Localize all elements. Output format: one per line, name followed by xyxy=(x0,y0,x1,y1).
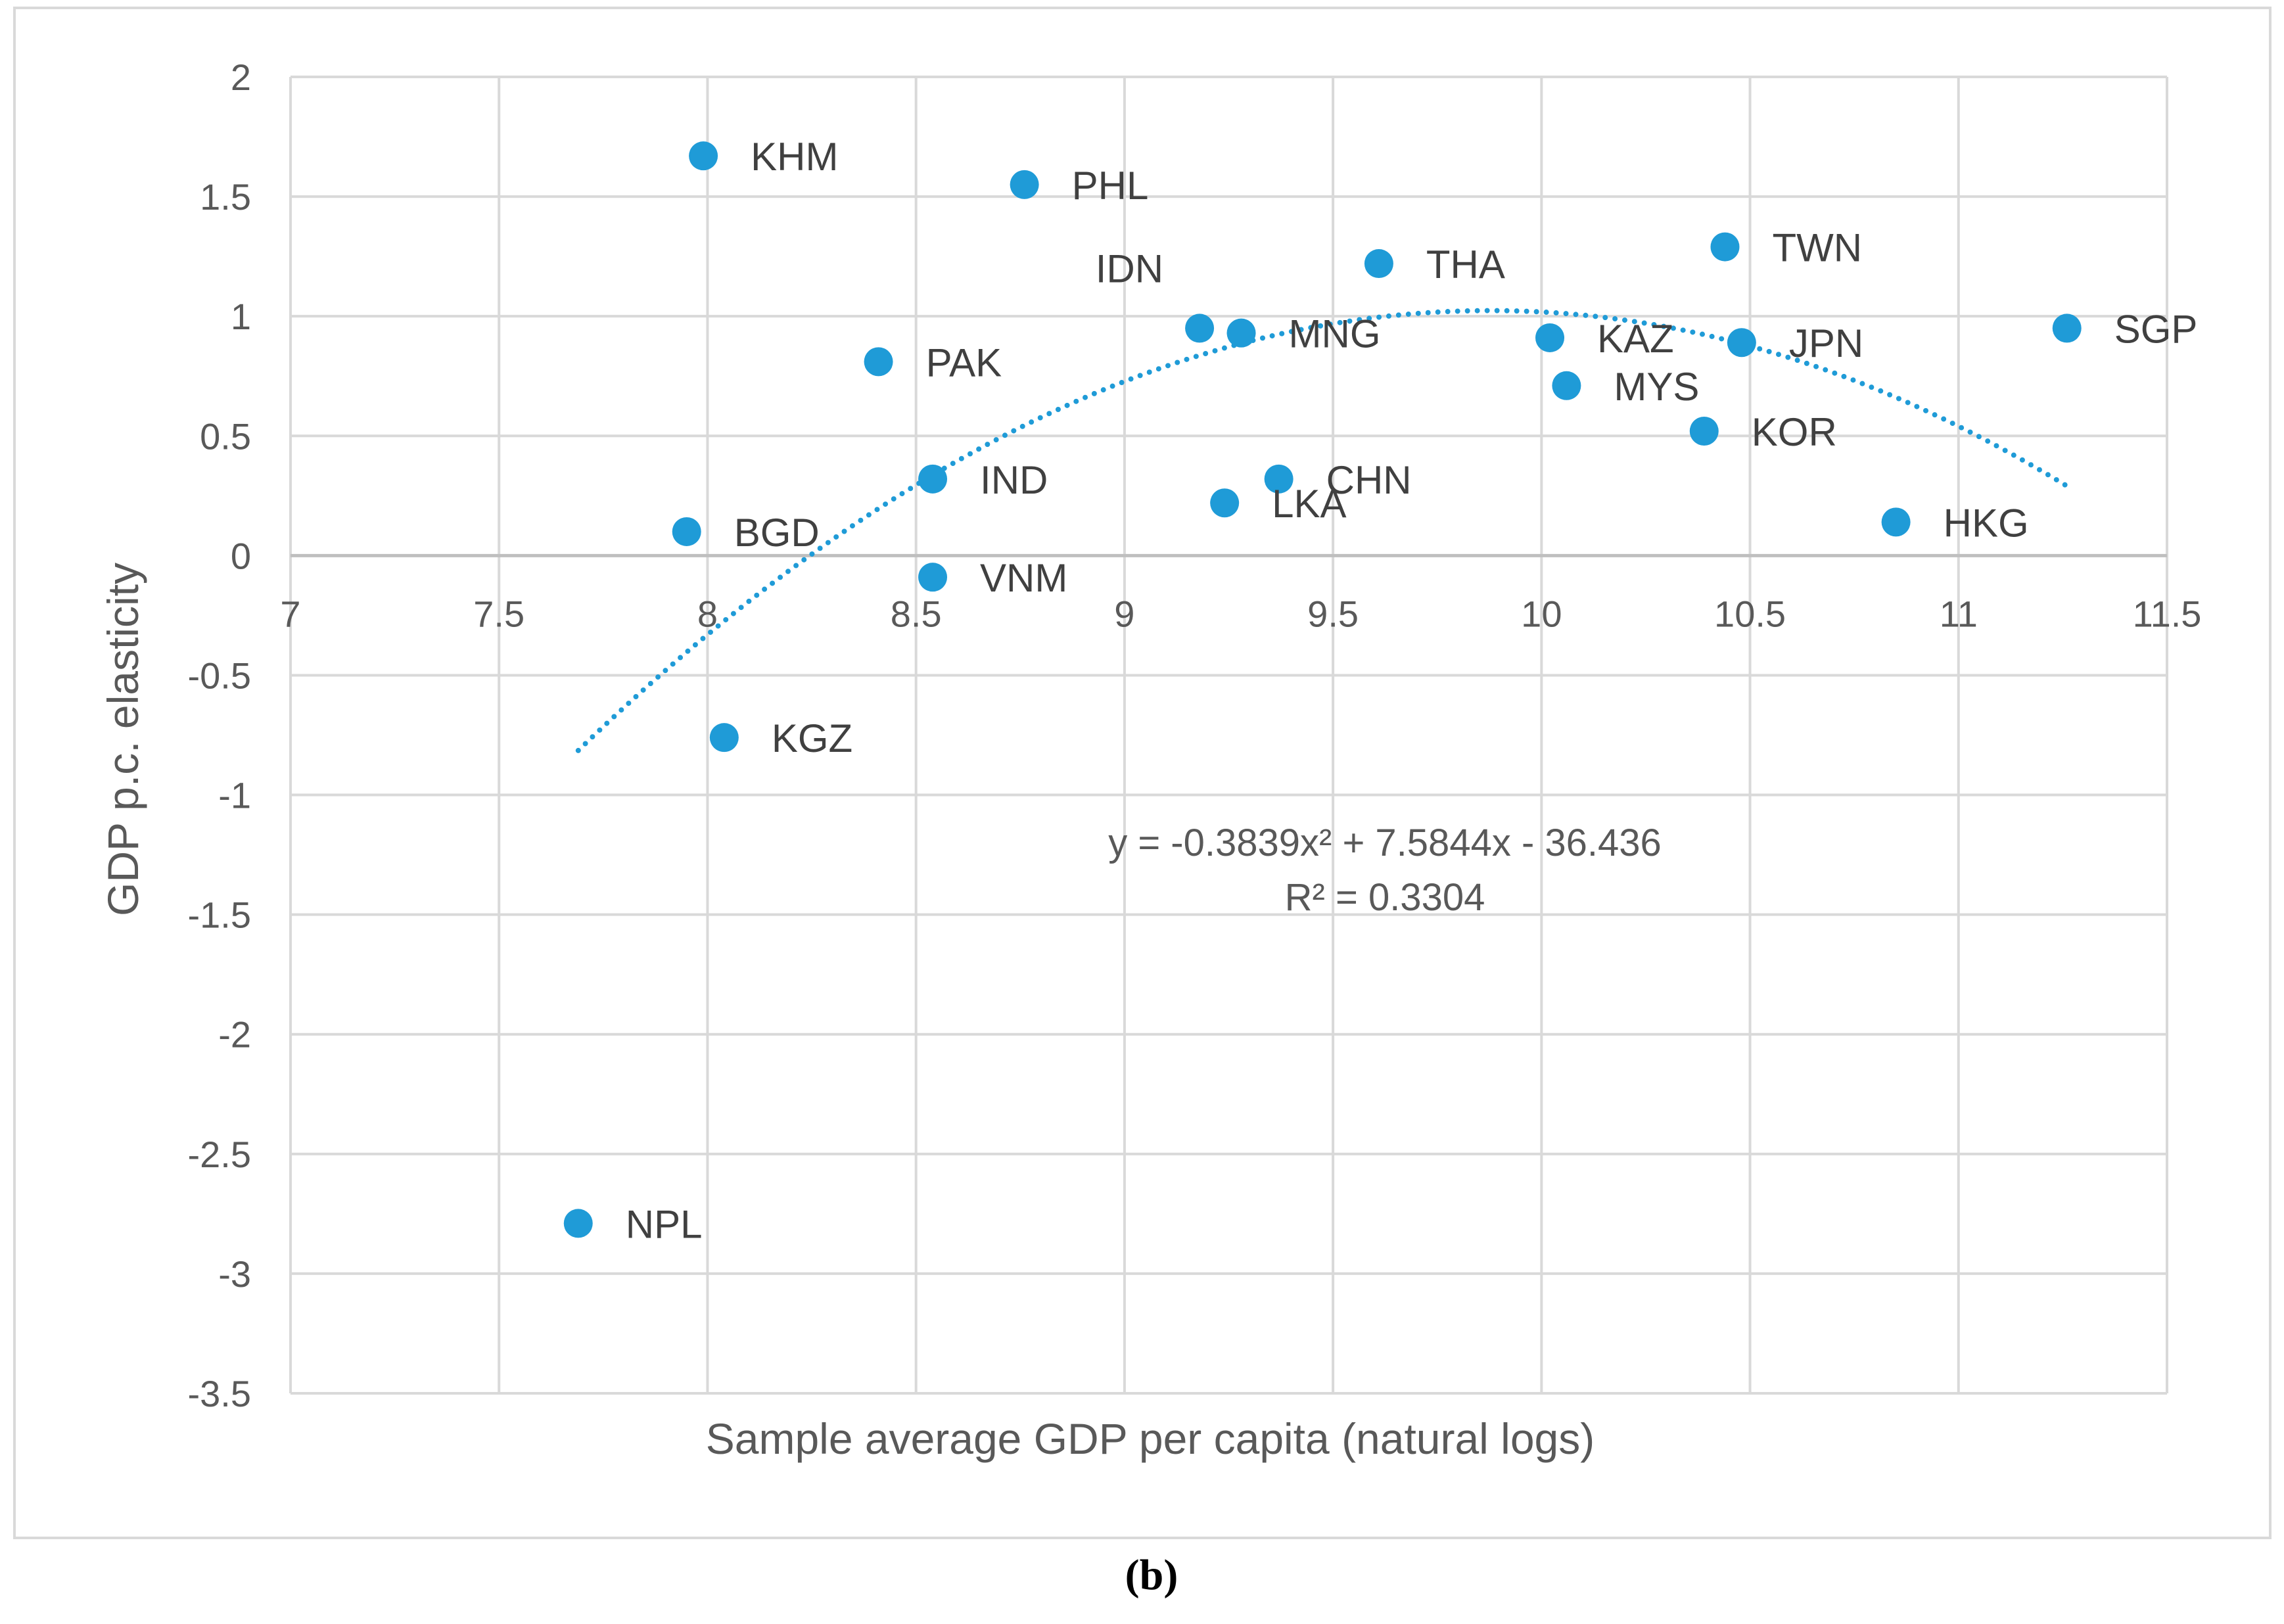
point-label-lka: LKA xyxy=(1272,482,1346,526)
x-tick-label: 11 xyxy=(1940,593,1978,634)
y-tick-label: 0 xyxy=(231,535,251,576)
data-point-lka xyxy=(1210,488,1240,518)
trendline-equation: y = -0.3839x² + 7.5844x - 36.436 xyxy=(1108,822,1662,864)
point-label-sgp: SGP xyxy=(2114,307,2198,351)
data-point-kgz xyxy=(709,723,739,753)
data-point-vnm xyxy=(918,563,948,592)
point-label-mys: MYS xyxy=(1614,365,1699,409)
data-point-khm xyxy=(689,141,718,171)
y-tick-label: -2.5 xyxy=(188,1134,252,1175)
point-label-kor: KOR xyxy=(1752,410,1837,454)
y-tick-label: -3 xyxy=(218,1253,251,1295)
point-labels: KHM PHL IDN THA TWN MNG KAZ JPN SGP PAK MYS KOR IND C… xyxy=(626,135,2198,1246)
figure-caption: (b) xyxy=(1125,1551,1178,1599)
trendline-r-squared: R² = 0.3304 xyxy=(1285,876,1485,919)
data-point-mys xyxy=(1552,371,1581,400)
point-label-idn: IDN xyxy=(1096,246,1163,290)
x-axis-ticks: 7 7.5 8 8.5 9 9.5 10 10.5 11 11.5 xyxy=(280,593,2201,634)
data-point-idn xyxy=(1185,313,1215,343)
gridlines xyxy=(289,76,2168,1395)
point-label-kgz: KGZ xyxy=(772,716,852,760)
data-point-sgp xyxy=(2052,313,2082,343)
data-point-kaz xyxy=(1535,323,1565,352)
point-label-ind: IND xyxy=(980,458,1048,502)
y-tick-label: 1 xyxy=(231,296,251,337)
y-tick-label: -3.5 xyxy=(188,1373,252,1414)
data-point-phl xyxy=(1010,170,1039,199)
y-axis-ticks: 2 1.5 1 0.5 0 -0.5 -1 -1.5 -2 -2.5 -3 -3.5 xyxy=(188,57,252,1414)
point-label-phl: PHL xyxy=(1072,164,1149,208)
chart-frame xyxy=(13,7,2272,1539)
point-label-chn: CHN xyxy=(1326,458,1412,502)
y-tick-label: 2 xyxy=(231,57,251,98)
point-label-npl: NPL xyxy=(626,1202,703,1246)
point-label-khm: KHM xyxy=(751,135,838,179)
data-point-kor xyxy=(1689,416,1719,446)
point-label-mng: MNG xyxy=(1289,312,1381,356)
data-point-ind xyxy=(918,464,948,494)
trendline-group xyxy=(575,308,2070,753)
y-tick-label: 0.5 xyxy=(200,415,251,457)
data-point-jpn xyxy=(1727,328,1756,358)
data-point-chn xyxy=(1264,464,1293,494)
x-tick-label: 10.5 xyxy=(1714,593,1786,634)
x-tick-label: 7.5 xyxy=(473,593,524,634)
data-point-pak xyxy=(864,347,893,377)
data-points xyxy=(563,141,2082,1238)
x-tick-label: 8 xyxy=(697,593,718,634)
data-point-npl xyxy=(563,1209,593,1238)
y-tick-label: -1.5 xyxy=(188,894,252,936)
data-point-twn xyxy=(1710,232,1740,262)
data-point-tha xyxy=(1364,249,1393,279)
data-point-bgd xyxy=(672,517,701,546)
x-axis-title: Sample average GDP per capita (natural l… xyxy=(706,1414,1595,1463)
y-tick-label: -1 xyxy=(218,775,251,816)
x-tick-label: 9.5 xyxy=(1307,593,1359,634)
point-label-vnm: VNM xyxy=(980,556,1067,600)
point-label-kaz: KAZ xyxy=(1597,317,1674,361)
x-tick-label: 8.5 xyxy=(891,593,942,634)
data-point-hkg xyxy=(1881,507,1911,537)
x-tick-label: 9 xyxy=(1114,593,1134,634)
data-point-mng xyxy=(1226,318,1256,348)
y-tick-label: 1.5 xyxy=(200,176,251,218)
point-label-bgd: BGD xyxy=(734,511,820,555)
point-label-twn: TWN xyxy=(1772,226,1862,270)
x-tick-label: 7 xyxy=(280,593,300,634)
point-label-hkg: HKG xyxy=(1944,501,2029,545)
point-label-jpn: JPN xyxy=(1789,321,1863,365)
y-tick-label: -2 xyxy=(218,1014,251,1056)
x-tick-label: 11.5 xyxy=(2133,593,2202,634)
point-label-pak: PAK xyxy=(926,340,1002,384)
figure-caption-letter: b xyxy=(1140,1551,1164,1599)
y-axis-title: GDP p.c. elasticity xyxy=(99,563,147,916)
trendline xyxy=(575,308,2070,753)
x-tick-label: 10 xyxy=(1521,593,1562,634)
y-tick-label: -0.5 xyxy=(188,655,252,696)
point-label-tha: THA xyxy=(1426,243,1505,287)
